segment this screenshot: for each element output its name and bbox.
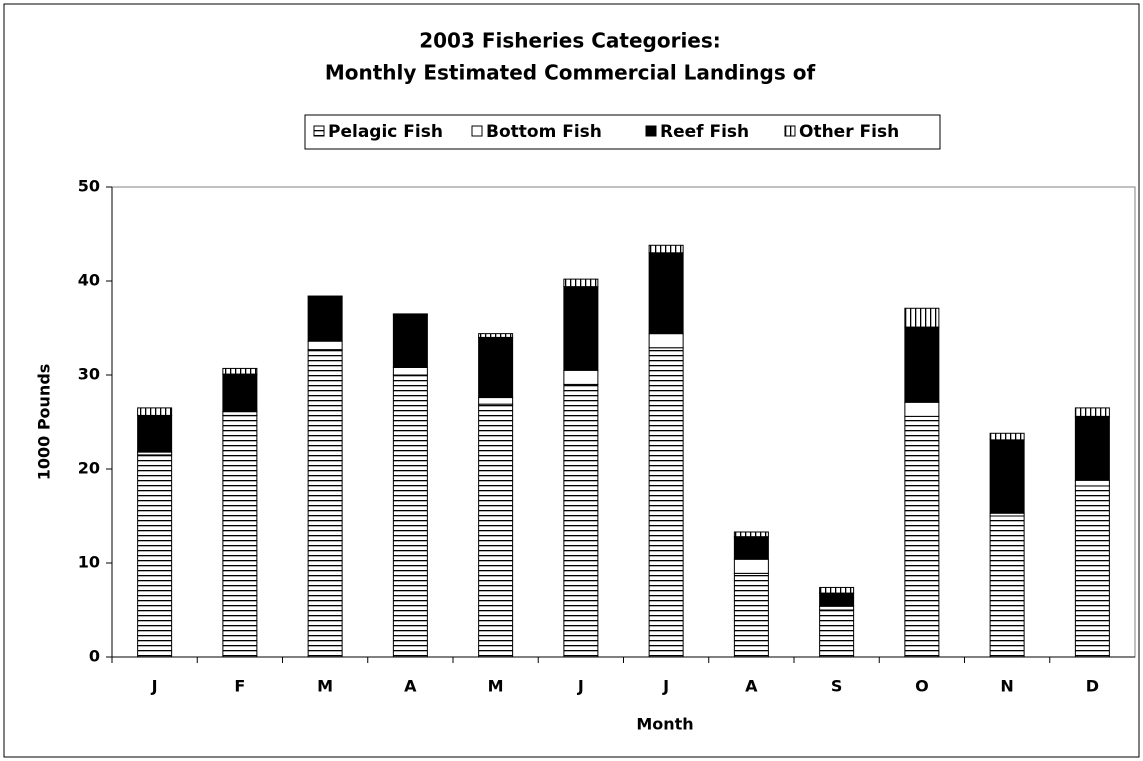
legend-swatch — [784, 125, 796, 137]
bar-segment — [819, 605, 855, 611]
bar-segment — [392, 366, 428, 376]
y-tick-label: 10 — [78, 553, 100, 572]
bar-segment — [137, 407, 173, 416]
bar-segment — [222, 367, 258, 375]
x-tick-label: M — [317, 677, 333, 696]
bar-segment — [648, 252, 684, 335]
y-tick-label: 30 — [78, 365, 100, 384]
y-tick-label: 50 — [78, 177, 100, 196]
x-tick-label: J — [577, 677, 584, 696]
bar-segment — [648, 244, 684, 254]
y-tick-label: 0 — [89, 647, 100, 666]
x-tick-label: S — [831, 677, 843, 696]
x-tick-label: D — [1086, 677, 1099, 696]
bar-segment — [392, 313, 428, 316]
bar-segment — [563, 278, 599, 288]
bar-segment — [478, 333, 514, 338]
legend-label: Reef Fish — [660, 122, 749, 142]
bar-segment — [222, 411, 258, 416]
bar-segment — [989, 432, 1025, 441]
bar-segment — [137, 414, 173, 453]
chart-subtitle: Monthly Estimated Commercial Landings of — [325, 61, 816, 85]
bar-segment — [1074, 479, 1110, 487]
bar-segment — [307, 296, 343, 342]
bar-segment — [904, 326, 940, 403]
x-tick-label: N — [1000, 677, 1013, 696]
bar-segment — [307, 340, 343, 351]
bar-segment — [904, 401, 940, 417]
bar-segment — [392, 314, 428, 368]
bar-segment — [563, 369, 599, 385]
bar-segment — [904, 307, 940, 328]
legend-swatch — [471, 125, 483, 137]
bar-segment — [222, 373, 258, 413]
bar-segment — [1074, 415, 1110, 481]
x-tick-label: A — [404, 677, 417, 696]
bar-segment — [648, 333, 684, 349]
bar-segment — [307, 295, 343, 298]
bar-segment — [1074, 407, 1110, 417]
bar-segment — [478, 403, 514, 658]
legend-label: Pelagic Fish — [328, 122, 443, 142]
bar-segment — [563, 286, 599, 371]
bar-segment — [989, 439, 1025, 514]
bar-segment — [733, 531, 769, 538]
y-tick-label: 20 — [78, 459, 100, 478]
bar-segment — [819, 586, 855, 594]
bar-segment — [904, 415, 940, 658]
x-tick-label: J — [662, 677, 669, 696]
legend-label: Other Fish — [799, 122, 899, 142]
x-tick-label: F — [234, 677, 245, 696]
bar-segment — [819, 592, 855, 607]
legend-swatch — [313, 125, 325, 137]
y-tick-label: 40 — [78, 271, 100, 290]
bar-segment — [733, 536, 769, 560]
x-tick-label: M — [488, 677, 504, 696]
x-axis-label: Month — [636, 715, 693, 734]
x-tick-label: J — [151, 677, 158, 696]
bar-segment — [989, 515, 1025, 658]
bar-segment — [222, 414, 258, 658]
bar-segment — [819, 609, 855, 658]
bar-segment — [1074, 485, 1110, 658]
legend-label: Bottom Fish — [486, 122, 602, 142]
bar-segment — [733, 572, 769, 658]
y-axis-label: 1000 Pounds — [35, 364, 54, 481]
legend-box — [304, 114, 941, 150]
bar-segment — [478, 397, 514, 405]
x-tick-label: A — [745, 677, 758, 696]
bar-segment — [307, 349, 343, 658]
x-tick-label: O — [915, 677, 929, 696]
legend-swatch — [645, 125, 657, 137]
bar-segment — [392, 374, 428, 658]
chart-title: 2003 Fisheries Categories: — [419, 29, 721, 53]
bar-segment — [733, 558, 769, 574]
bar-segment — [648, 347, 684, 658]
bar-segment — [478, 336, 514, 399]
bar-segment — [137, 454, 173, 658]
bar-segment — [563, 383, 599, 658]
